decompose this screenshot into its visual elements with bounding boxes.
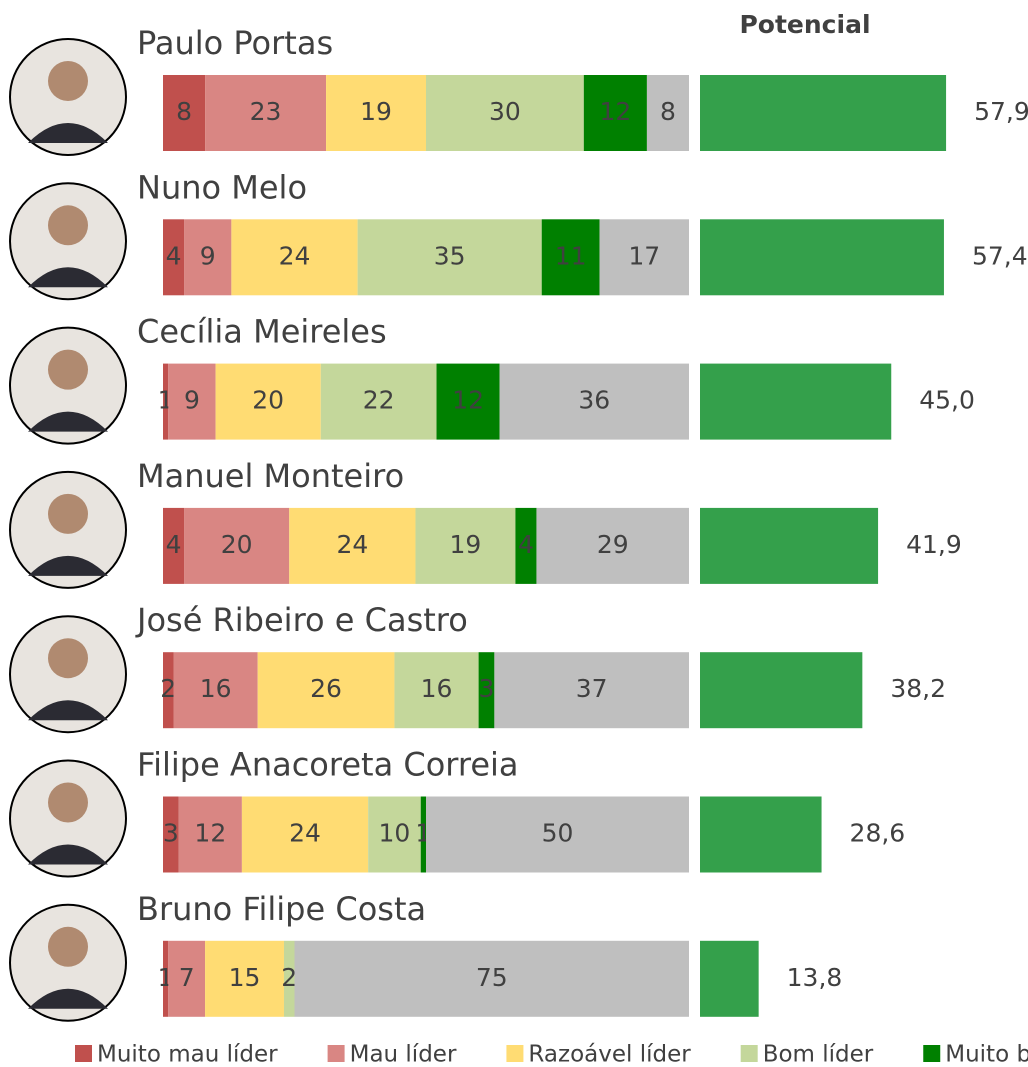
segment-label: 11 bbox=[555, 241, 587, 270]
segment-label: 17 bbox=[628, 241, 660, 270]
potential-bar bbox=[700, 797, 822, 873]
potential-label: 57,4 bbox=[972, 241, 1028, 270]
segment-label: 16 bbox=[200, 674, 232, 703]
category-label: Manuel Monteiro bbox=[137, 457, 404, 495]
segment-label: 4 bbox=[166, 241, 182, 270]
segment-label: 19 bbox=[360, 97, 392, 126]
category-label: Nuno Melo bbox=[137, 168, 307, 206]
category-label: Filipe Anacoreta Correia bbox=[137, 746, 519, 784]
segment-label: 16 bbox=[421, 674, 453, 703]
potential-title: Potencial bbox=[739, 10, 870, 39]
category-label: Bruno Filipe Costa bbox=[137, 890, 426, 928]
segment-label: 3 bbox=[163, 819, 179, 848]
segment-label: 20 bbox=[252, 386, 284, 415]
segment-label: 36 bbox=[578, 386, 610, 415]
potential-label: 38,2 bbox=[890, 674, 946, 703]
segment-label: 50 bbox=[542, 819, 574, 848]
potential-bar bbox=[700, 75, 946, 151]
potential-bar bbox=[700, 941, 759, 1017]
segment-label: 19 bbox=[450, 530, 482, 559]
segment-label: 24 bbox=[279, 241, 311, 270]
segment-label: 30 bbox=[489, 97, 521, 126]
legend-label: Muito bom líder bbox=[945, 1042, 1028, 1067]
legend-swatch bbox=[75, 1045, 92, 1062]
potential-label: 45,0 bbox=[919, 386, 975, 415]
photo bbox=[10, 472, 126, 588]
photo bbox=[10, 328, 126, 444]
potential-bar bbox=[700, 364, 891, 440]
photo-head bbox=[48, 61, 88, 101]
legend-label: Razoável líder bbox=[528, 1042, 691, 1067]
segment-label: 22 bbox=[363, 386, 395, 415]
photo-head bbox=[48, 927, 88, 967]
potential-label: 13,8 bbox=[787, 963, 843, 992]
legend-label: Mau líder bbox=[350, 1042, 457, 1067]
legend-swatch bbox=[923, 1045, 940, 1062]
photo bbox=[10, 39, 126, 155]
segment-label: 75 bbox=[476, 963, 508, 992]
chart: Potencial Paulo Portas 8 23 19 30 12 8 57,9 Nuno… bbox=[0, 0, 1028, 1067]
segment-label: 4 bbox=[166, 530, 182, 559]
segment-label: 12 bbox=[452, 386, 484, 415]
segment-label: 8 bbox=[660, 97, 676, 126]
photo bbox=[10, 183, 126, 299]
category-label: José Ribeiro e Castro bbox=[135, 601, 468, 639]
category-label: Cecília Meireles bbox=[137, 313, 387, 351]
segment-label: 8 bbox=[176, 97, 192, 126]
legend-label: Bom líder bbox=[763, 1042, 874, 1067]
segment-label: 12 bbox=[599, 97, 631, 126]
photo-head bbox=[48, 205, 88, 245]
segment-label: 7 bbox=[179, 963, 195, 992]
segment-label: 3 bbox=[479, 674, 495, 703]
legend-label: Muito mau líder bbox=[97, 1042, 278, 1067]
photo bbox=[10, 761, 126, 877]
segment-label: 9 bbox=[200, 241, 216, 270]
photo-head bbox=[48, 783, 88, 823]
potential-label: 28,6 bbox=[850, 819, 906, 848]
segment-label: 35 bbox=[434, 241, 466, 270]
segment-label: 4 bbox=[518, 530, 534, 559]
segment-label: 24 bbox=[289, 819, 321, 848]
potential-bar bbox=[700, 219, 944, 295]
photo-head bbox=[48, 638, 88, 678]
segment-label: 9 bbox=[184, 386, 200, 415]
photo-head bbox=[48, 494, 88, 534]
legend-swatch bbox=[741, 1045, 758, 1062]
segment-label: 26 bbox=[310, 674, 342, 703]
photo-head bbox=[48, 350, 88, 390]
legend-swatch bbox=[506, 1045, 523, 1062]
segment-label: 24 bbox=[336, 530, 368, 559]
segment-label: 12 bbox=[194, 819, 226, 848]
segment-label: 37 bbox=[576, 674, 608, 703]
segment-label: 20 bbox=[221, 530, 253, 559]
photo bbox=[10, 616, 126, 732]
potential-bar bbox=[700, 508, 878, 584]
segment-label: 15 bbox=[229, 963, 261, 992]
photo bbox=[10, 905, 126, 1021]
legend-swatch bbox=[328, 1045, 345, 1062]
segment-label: 29 bbox=[597, 530, 629, 559]
segment-label: 23 bbox=[250, 97, 282, 126]
potential-label: 57,9 bbox=[974, 97, 1028, 126]
category-label: Paulo Portas bbox=[137, 24, 333, 62]
potential-label: 41,9 bbox=[906, 530, 962, 559]
segment-label: 10 bbox=[379, 819, 411, 848]
potential-bar bbox=[700, 652, 862, 728]
